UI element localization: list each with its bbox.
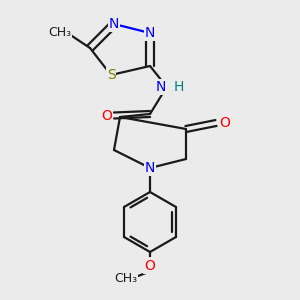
Text: H: H (173, 80, 184, 94)
Text: O: O (101, 109, 112, 122)
Text: CH₃: CH₃ (48, 26, 72, 40)
Text: N: N (145, 161, 155, 175)
Text: N: N (145, 26, 155, 40)
Text: O: O (145, 259, 155, 272)
Text: S: S (106, 68, 116, 82)
Text: CH₃: CH₃ (114, 272, 138, 286)
Text: N: N (155, 80, 166, 94)
Text: N: N (109, 17, 119, 31)
Text: O: O (220, 116, 230, 130)
